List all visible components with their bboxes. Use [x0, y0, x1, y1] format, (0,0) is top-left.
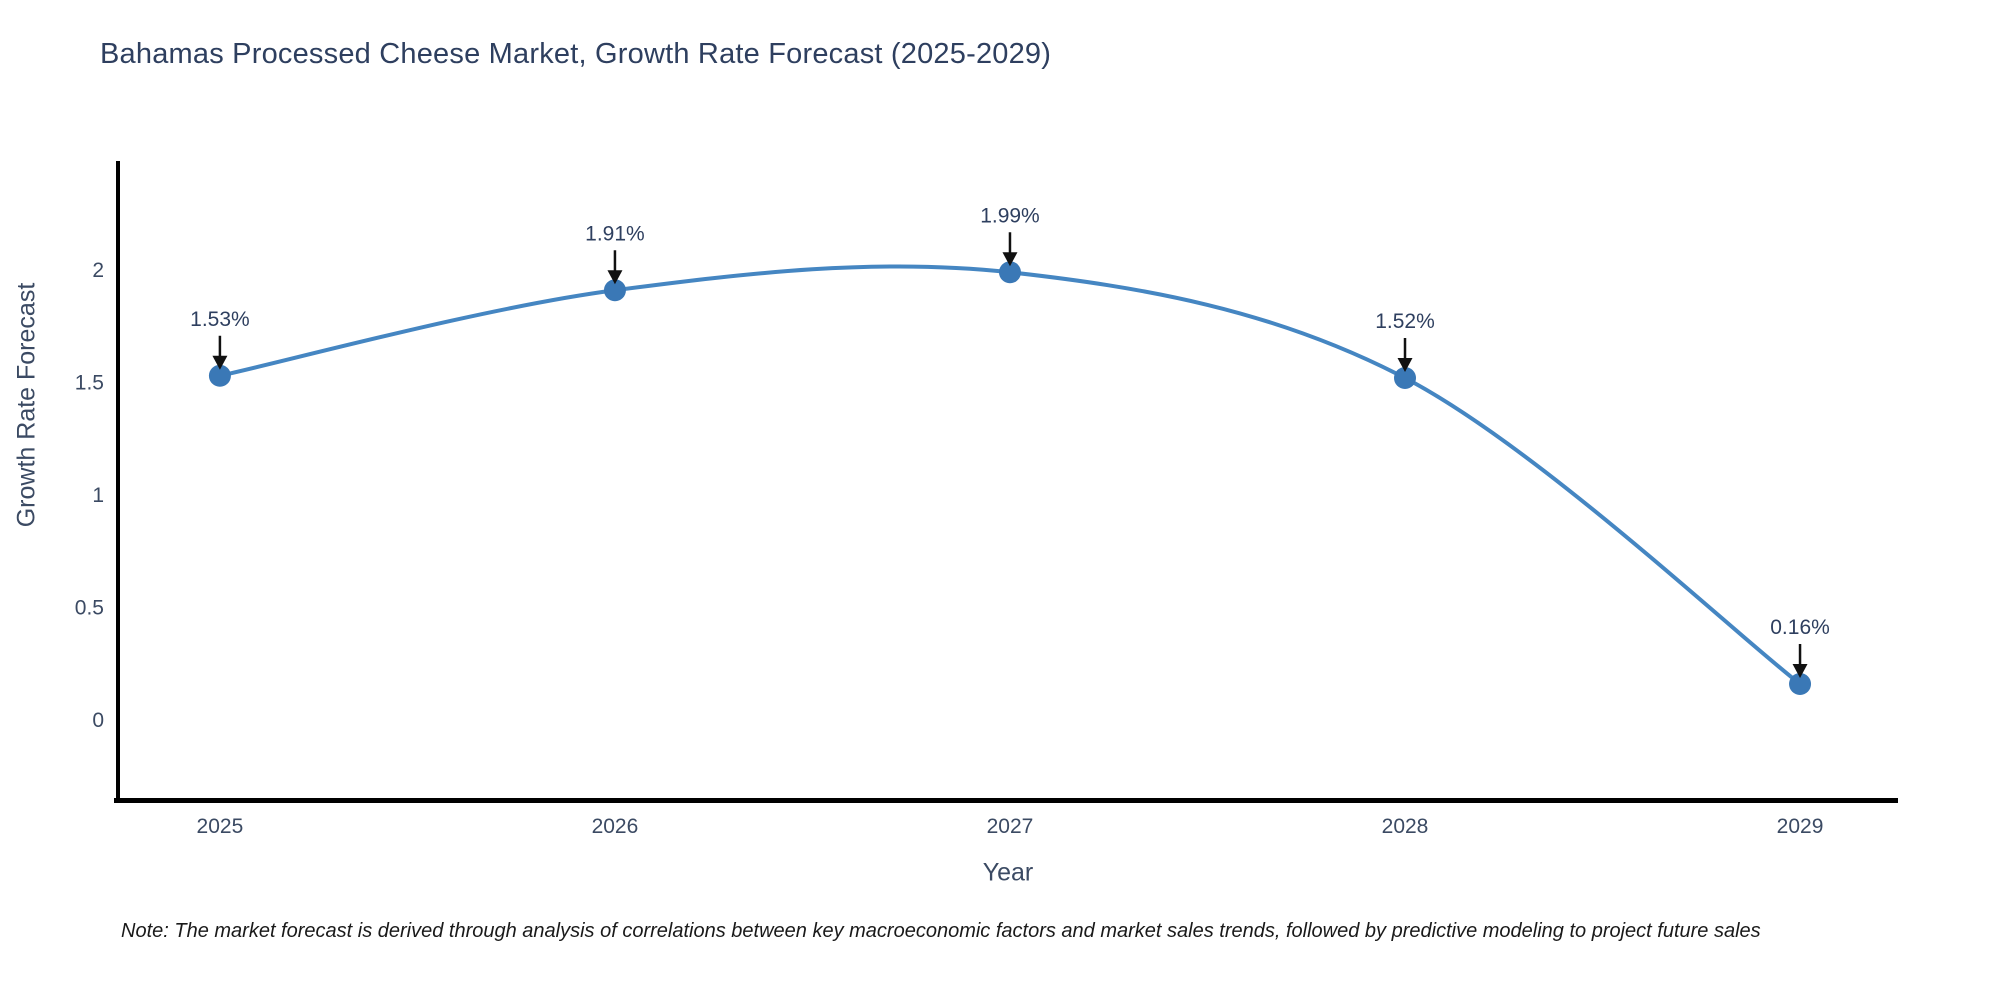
annotation-arrowhead	[607, 270, 623, 285]
x-tick-label: 2025	[197, 815, 244, 838]
annotation-arrowhead	[1002, 252, 1018, 267]
x-tick-label: 2026	[592, 815, 639, 838]
y-tick-label: 2	[92, 259, 104, 282]
data-point-marker[interactable]	[603, 279, 626, 302]
chart-title: Bahamas Processed Cheese Market, Growth …	[100, 38, 1052, 70]
annotation-label: 1.91%	[585, 222, 645, 245]
annotation-arrowhead	[1792, 664, 1808, 679]
annotation-arrowhead	[1397, 358, 1413, 373]
data-point-marker[interactable]	[1394, 367, 1417, 390]
footnote-container: Note: The market forecast is derived thr…	[121, 920, 2000, 956]
annotation-label: 1.99%	[980, 204, 1040, 227]
x-axis-spine	[114, 798, 1898, 803]
x-tick-label: 2029	[1777, 815, 1824, 838]
y-tick-label: 1	[92, 484, 104, 507]
x-tick-label: 2027	[987, 815, 1034, 838]
x-axis-title: Year	[982, 858, 1034, 887]
x-tick-label: 2028	[1382, 815, 1429, 838]
data-point-marker[interactable]	[1789, 673, 1812, 696]
y-tick-label: 1.5	[75, 372, 104, 395]
annotation-arrowhead	[212, 355, 228, 370]
annotation-label: 0.16%	[1770, 616, 1830, 639]
series-line	[217, 264, 1803, 687]
y-tick-label: 0.5	[75, 597, 104, 620]
y-tick-label: 0	[92, 709, 104, 732]
data-point-marker[interactable]	[998, 261, 1021, 284]
annotation-label: 1.53%	[190, 308, 250, 331]
footnote: Note: The market forecast is derived thr…	[121, 920, 1761, 942]
data-point-marker[interactable]	[208, 364, 231, 387]
y-axis-spine	[116, 161, 120, 803]
annotation-label: 1.52%	[1375, 310, 1435, 333]
